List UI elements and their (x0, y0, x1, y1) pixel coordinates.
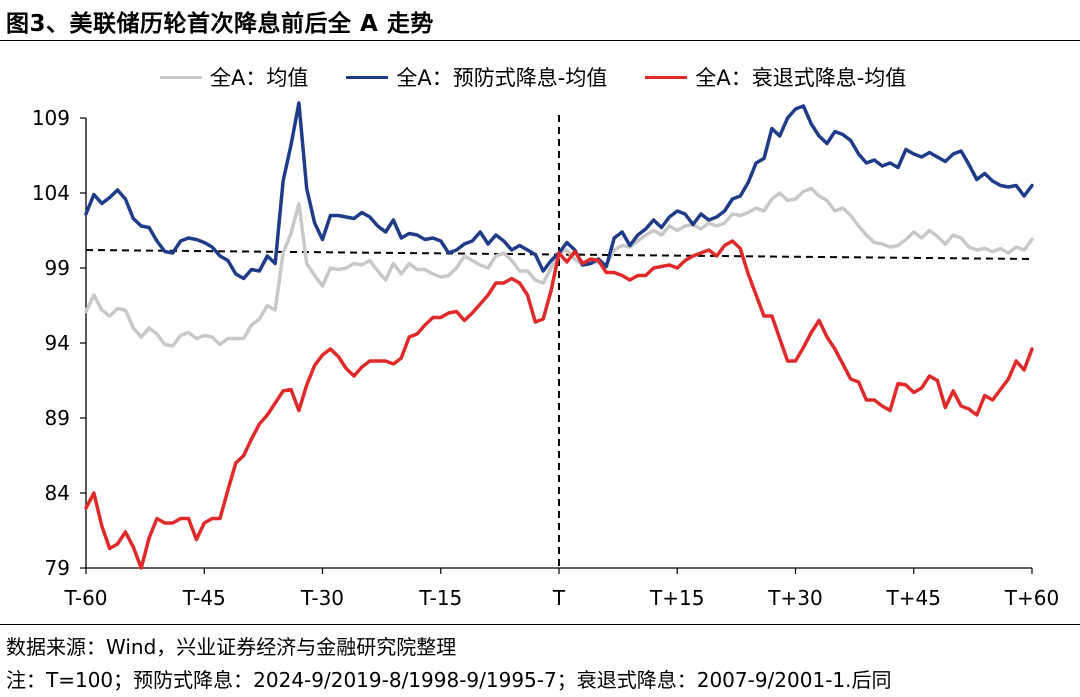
x-tick-label: T+45 (886, 586, 941, 610)
x-tick-label: T-45 (182, 586, 226, 610)
legend-item-preventive: 全A：预防式降息-均值 (346, 62, 607, 92)
legend-swatch-preventive (346, 75, 389, 79)
series-line-recession (84, 239, 1034, 570)
legend-swatch-mean (160, 75, 202, 79)
x-tick-label: T+15 (649, 586, 704, 610)
x-tick-label: T+30 (767, 586, 822, 610)
legend-label-preventive: 全A：预防式降息-均值 (396, 66, 608, 90)
x-tick-label: T (552, 586, 566, 610)
footnote: 注：T=100；预防式降息：2024-9/2019-8/1998-9/1995-… (6, 668, 892, 692)
x-tick-label: T-60 (63, 586, 107, 610)
y-tick-label: 84 (45, 481, 70, 505)
chart-legend: 全A：均值 全A：预防式降息-均值 全A：衰退式降息-均值 (160, 62, 944, 92)
y-tick-label: 109 (32, 106, 70, 130)
legend-label-mean: 全A：均值 (210, 66, 309, 90)
legend-item-mean: 全A：均值 (160, 62, 308, 92)
y-tick-label: 89 (45, 406, 70, 430)
y-tick-label: 94 (45, 331, 70, 355)
y-tick-label: 104 (32, 181, 70, 205)
x-tick-label: T-30 (300, 586, 344, 610)
top-rule (0, 40, 1080, 41)
data-source-note: 数据来源：Wind，兴业证券经济与金融研究院整理 (6, 635, 457, 659)
y-tick-label: 99 (45, 256, 70, 280)
legend-label-recession: 全A：衰退式降息-均值 (695, 66, 907, 90)
legend-item-recession: 全A：衰退式降息-均值 (645, 62, 906, 92)
legend-swatch-recession (645, 75, 688, 79)
x-tick-label: T-15 (418, 586, 462, 610)
y-tick-label: 79 (45, 556, 70, 580)
figure-title: 图3、美联储历轮首次降息前后全 A 走势 (6, 11, 434, 37)
x-tick-label: T+60 (1004, 586, 1059, 610)
bottom-rule (0, 624, 1080, 625)
